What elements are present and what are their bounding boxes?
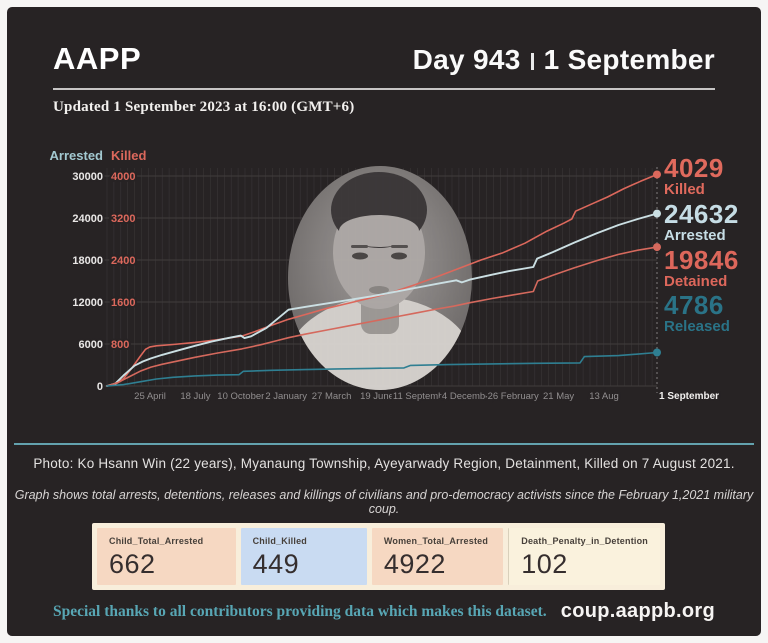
svg-text:0: 0 [97, 381, 103, 393]
end-dot-killed [653, 170, 661, 179]
callout-killed: 4029 Killed [664, 155, 768, 198]
svg-text:26 February: 26 February [488, 391, 539, 402]
photo-eye-left [352, 252, 368, 260]
arrested-total: 24632 [664, 198, 739, 229]
svg-text:3200: 3200 [111, 213, 135, 225]
svg-text:4 December: 4 December [442, 391, 494, 402]
svg-text:18 July: 18 July [180, 391, 210, 402]
svg-text:10 October: 10 October [217, 391, 264, 402]
trend-chart: 0 6000 12000 18000 24000 30000 800 1600 2400 3200… [50, 148, 722, 404]
svg-text:1600: 1600 [111, 297, 135, 309]
killed-total: 4029 [664, 153, 724, 183]
svg-text:24000: 24000 [72, 213, 103, 225]
svg-text:4000: 4000 [111, 171, 135, 183]
infographic-card: AAPP Day 943 1 September Updated 1 Septem… [7, 7, 761, 636]
footer: Special thanks to all contributors provi… [53, 600, 715, 623]
updated-timestamp: Updated 1 September 2023 at 16:00 (GMT+6… [53, 99, 355, 115]
summary-callouts: 4029 Killed 24632 Arrested 19846 Detaine… [664, 155, 768, 338]
svg-text:18000: 18000 [72, 255, 103, 267]
website-url: coup.aappb.org [560, 600, 715, 622]
svg-text:30000: 30000 [72, 171, 103, 183]
svg-text:2400: 2400 [111, 255, 135, 267]
left-axis-title: Arrested [50, 148, 104, 163]
photo-shirt [288, 297, 472, 390]
svg-text:13 Aug: 13 Aug [589, 391, 619, 402]
series-released [106, 351, 658, 387]
header-date: 1 September [543, 44, 715, 75]
thanks-note: Special thanks to all contributors provi… [53, 602, 547, 620]
svg-text:6000: 6000 [79, 339, 103, 351]
day-counter: Day 943 1 September [413, 44, 715, 76]
end-dot-arrested [653, 209, 661, 218]
svg-text:1 September: 1 September [659, 391, 719, 402]
section-divider [14, 443, 754, 445]
stats-strip: Child_Total_Arrested 662 Child_Killed 44… [92, 523, 665, 590]
svg-text:25 April: 25 April [134, 391, 166, 402]
svg-text:27 March: 27 March [312, 391, 352, 402]
svg-text:11 September: 11 September [393, 391, 452, 402]
callout-released: 4786 Released [664, 292, 768, 335]
stat-cell-child-killed: Child_Killed 449 [240, 528, 367, 585]
day-number: Day 943 [412, 44, 521, 75]
stat-cell-child-total-arrested: Child_Total_Arrested 662 [97, 528, 236, 585]
released-total: 4786 [664, 290, 724, 321]
stat-cell-death-penalty: Death_Penalty_in_Detention 102 [508, 528, 660, 585]
series-killed [106, 173, 658, 387]
separator-bar-icon [530, 53, 534, 70]
svg-text:800: 800 [111, 339, 129, 351]
chart-axis-labels: 0 6000 12000 18000 24000 30000 800 1600 2400 3200… [70, 169, 721, 404]
victim-photo [288, 166, 472, 390]
end-dot-released [653, 348, 661, 357]
callout-detained: 19846 Detained [664, 247, 768, 290]
series-detained [106, 246, 658, 387]
svg-text:2 January: 2 January [265, 391, 307, 402]
callout-arrested: 24632 Arrested [664, 201, 768, 244]
right-axis-title: Killed [111, 148, 146, 163]
series-arrested [106, 212, 658, 387]
photo-caption: Photo: Ko Hsann Win (22 years), Myanaung… [33, 456, 735, 471]
stat-cell-women-total-arrested: Women_Total_Arrested 4922 [371, 528, 504, 585]
chart-series [106, 167, 661, 393]
svg-text:12000: 12000 [72, 297, 103, 309]
end-dot-detained [653, 243, 661, 252]
header-divider [53, 88, 715, 90]
photo-eye-right [391, 252, 407, 260]
detained-total: 19846 [664, 244, 739, 275]
brand-logo: AAPP [53, 41, 142, 76]
graph-note: Graph shows total arrests, detentions, r… [14, 488, 754, 516]
svg-text:21 May: 21 May [543, 391, 574, 402]
svg-text:19 June: 19 June [360, 391, 394, 402]
